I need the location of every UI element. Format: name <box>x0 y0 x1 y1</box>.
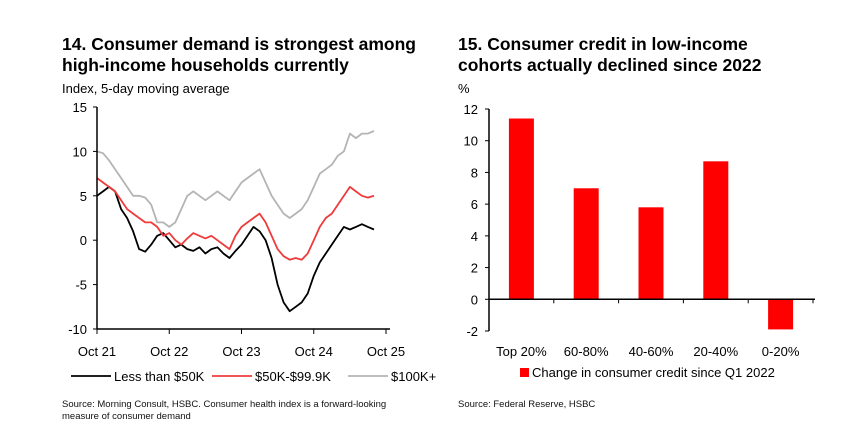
y-tick-label: 0 <box>80 233 87 248</box>
series-line-1 <box>96 177 375 261</box>
x-tick-label: 60-80% <box>564 344 609 359</box>
bar-40-60- <box>638 207 664 300</box>
left-title-line-1: 14. Consumer demand is strongest among <box>62 34 416 54</box>
y-tick-label: 4 <box>471 229 478 244</box>
y-tick-label: 8 <box>471 165 478 180</box>
x-tick-label: Oct 21 <box>78 344 116 359</box>
x-tick-label: Oct 23 <box>222 344 260 359</box>
left-source-line-1: Source: Morning Consult, HSBC. Consumer … <box>62 399 387 410</box>
bar-20-40- <box>703 161 729 300</box>
y-tick-label: 5 <box>80 189 87 204</box>
right-chart-title: 15. Consumer credit in low-income cohort… <box>458 34 761 76</box>
x-tick-label: Oct 22 <box>150 344 188 359</box>
x-tick-label: Top 20% <box>496 344 547 359</box>
legend-swatch <box>520 368 529 377</box>
y-tick-label: 10 <box>73 144 87 159</box>
y-tick-label: -2 <box>466 324 478 339</box>
right-title-line-1: 15. Consumer credit in low-income <box>458 34 748 54</box>
x-tick-label: 0-20% <box>762 344 800 359</box>
right-title-line-2: cohorts actually declined since 2022 <box>458 55 762 75</box>
left-title-line-2: high-income households currently <box>62 55 349 75</box>
y-tick-label: -5 <box>75 278 87 293</box>
y-tick-label: 0 <box>471 292 478 307</box>
left-source-note: Source: Morning Consult, HSBC. Consumer … <box>62 399 386 423</box>
legend-label: Change in consumer credit since Q1 2022 <box>532 365 775 380</box>
right-bar-chart: Top 20% 60-80% 40-60% 20-40% 0-20% 12 10 8 6 4 2 0 -… <box>464 102 815 380</box>
y-tick-label: -10 <box>68 322 87 337</box>
right-y-axis-label: % <box>458 81 470 96</box>
left-y-axis-label: Index, 5-day moving average <box>62 81 230 96</box>
y-tick-label: 6 <box>471 197 478 212</box>
x-tick-label: 20-40% <box>693 344 738 359</box>
right-source-note: Source: Federal Reserve, HSBC <box>458 399 596 410</box>
series-line-2 <box>96 130 375 228</box>
left-line-chart: 15 10 5 0 -5 -10 Oct 21 Oct 22 Oct 23 Oct 24 Oct 2… <box>68 100 436 384</box>
left-chart-title: 14. Consumer demand is strongest among h… <box>62 34 416 76</box>
x-tick-label: Oct 24 <box>295 344 333 359</box>
left-source-line-2: measure of consumer demand <box>62 411 191 422</box>
y-tick-label: 15 <box>73 100 87 115</box>
bar-0-20- <box>768 299 794 330</box>
x-tick-label: Oct 25 <box>367 344 405 359</box>
bar-top-20- <box>508 118 534 300</box>
series-line-0 <box>96 185 375 313</box>
bar-60-80- <box>573 188 599 300</box>
x-tick-label: 40-60% <box>629 344 674 359</box>
legend-label-0: Less than $50K <box>114 369 205 384</box>
y-tick-label: 2 <box>471 261 478 276</box>
legend-label-1: $50K-$99.9K <box>255 369 331 384</box>
legend-label-2: $100K+ <box>391 369 436 384</box>
y-tick-label: 10 <box>464 134 478 149</box>
y-tick-label: 12 <box>464 102 478 117</box>
